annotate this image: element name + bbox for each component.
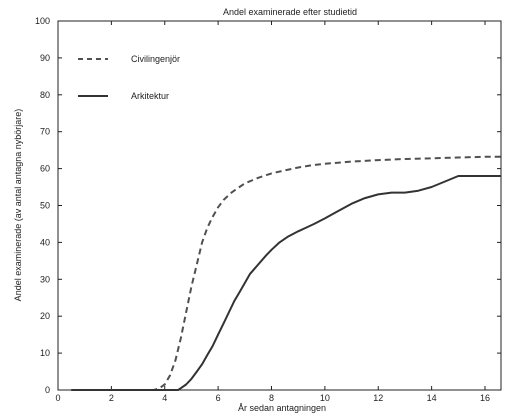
x-tick-label: 6	[216, 393, 221, 403]
y-tick-label: 40	[40, 237, 50, 247]
y-tick-label: 80	[40, 90, 50, 100]
y-tick-label: 70	[40, 127, 50, 137]
y-tick-label: 30	[40, 274, 50, 284]
chart-title: Andel examinerade efter studietid	[223, 7, 357, 17]
x-tick-label: 0	[55, 393, 60, 403]
x-tick-label: 8	[269, 393, 274, 403]
y-tick-label: 20	[40, 311, 50, 321]
y-tick-label: 50	[40, 201, 50, 211]
legend-label-arkitektur: Arkitektur	[131, 91, 169, 101]
legend: Civilingenjör Arkitektur	[78, 54, 180, 101]
x-tick-label: 4	[162, 393, 167, 403]
y-tick-label: 90	[40, 53, 50, 63]
x-tick-label: 14	[427, 393, 437, 403]
plot-area-border	[57, 20, 502, 391]
plot-frame	[57, 20, 502, 391]
x-axis-label: År sedan antagningen	[238, 403, 326, 413]
y-axis-label: Andel examinerade (av antal antagna nybö…	[13, 109, 23, 302]
y-tick-label: 0	[45, 385, 50, 395]
series-line-civilingenjor	[71, 155, 501, 391]
series-line-arkitektur	[71, 175, 501, 391]
series-lines	[71, 155, 501, 391]
x-tick-label: 10	[320, 393, 330, 403]
y-tick-label: 10	[40, 348, 50, 358]
y-tick-label: 60	[40, 164, 50, 174]
y-axis: 0 10 20 30 40 50 60 70 80 90 100	[35, 16, 501, 395]
x-tick-label: 2	[109, 393, 114, 403]
x-axis: 0 2 4 6 8 10 12 14 16	[55, 21, 490, 403]
x-tick-label: 12	[373, 393, 383, 403]
y-tick-label: 100	[35, 16, 50, 26]
legend-label-civilingenjor: Civilingenjör	[131, 54, 180, 64]
x-tick-label: 16	[480, 393, 490, 403]
